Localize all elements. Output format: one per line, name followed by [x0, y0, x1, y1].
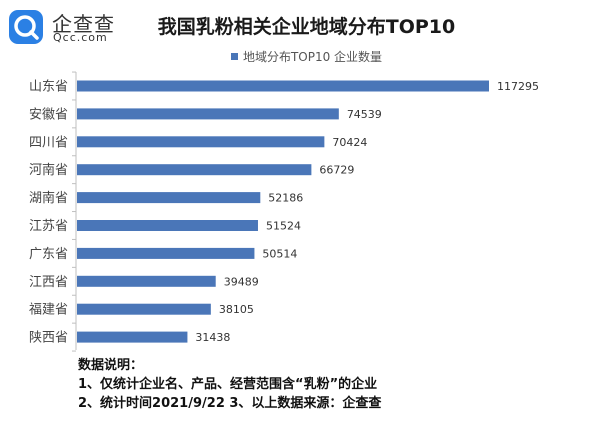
- legend-label: 地域分布TOP10 企业数量: [242, 50, 383, 64]
- notes-line-2: 2、统计时间2021/9/22 3、以上数据来源：企查查: [78, 396, 382, 411]
- bar: [77, 108, 339, 120]
- legend-swatch: [230, 53, 238, 60]
- qcc-logo-icon: [9, 10, 43, 44]
- category-label: 陕西省: [29, 331, 68, 346]
- category-label: 河南省: [29, 162, 68, 178]
- bar: [77, 275, 216, 287]
- notes-line-1: 1、仅统计企业名、产品、经营范围含“乳粉”的企业: [78, 377, 378, 392]
- bar: [77, 192, 261, 204]
- data-label: 52186: [268, 192, 303, 205]
- bar: [77, 303, 211, 315]
- data-label: 74539: [347, 108, 382, 121]
- data-label: 38105: [219, 303, 254, 316]
- logo-subtext: Qcc.com: [53, 31, 108, 44]
- data-label: 51524: [266, 220, 301, 233]
- bar: [77, 164, 312, 176]
- bar: [77, 80, 489, 92]
- category-label: 山东省: [29, 80, 68, 95]
- bar: [77, 331, 188, 343]
- chart-title: 我国乳粉相关企业地域分布TOP10: [157, 16, 456, 38]
- category-label: 广东省: [29, 247, 68, 262]
- category-label: 安徽省: [29, 107, 68, 122]
- category-label: 湖南省: [29, 190, 68, 206]
- data-notes: 数据说明： 1、仅统计企业名、产品、经营范围含“乳粉”的企业 2、统计时间202…: [78, 356, 381, 413]
- notes-heading: 数据说明：: [78, 358, 144, 373]
- category-label: 江西省: [29, 275, 68, 290]
- data-label: 31438: [195, 331, 230, 344]
- bar: [77, 136, 325, 148]
- data-label: 39489: [224, 275, 259, 288]
- data-label: 50514: [262, 247, 297, 260]
- bar: [77, 220, 258, 231]
- category-label: 江苏省: [29, 218, 68, 234]
- qcc-logo: [9, 10, 43, 44]
- logo-text: 企查查: [52, 12, 115, 36]
- data-label: 70424: [332, 136, 367, 149]
- category-label: 福建省: [29, 303, 68, 318]
- category-label: 四川省: [29, 135, 68, 150]
- data-label: 66729: [319, 164, 354, 177]
- data-label: 117295: [497, 80, 539, 93]
- bar: [77, 247, 255, 259]
- chart-legend: 地域分布TOP10 企业数量: [0, 48, 613, 65]
